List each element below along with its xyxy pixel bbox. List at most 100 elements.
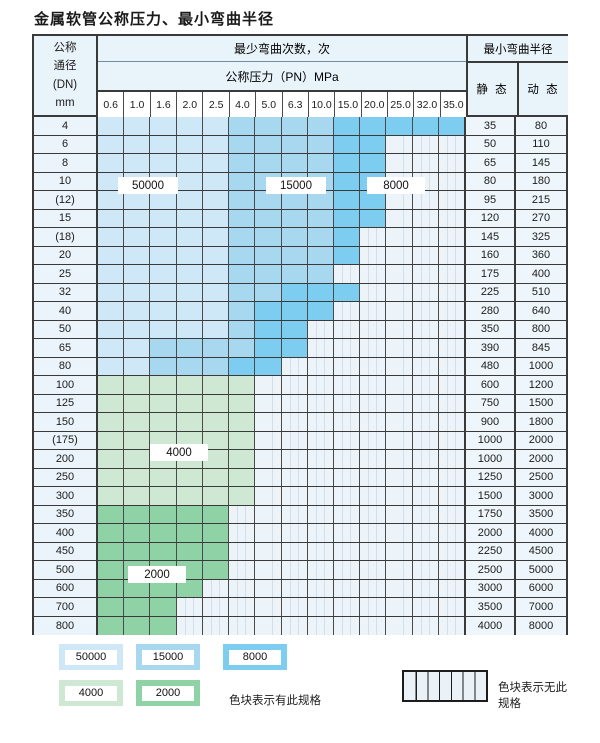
cell-spec-50000 xyxy=(150,191,177,209)
cell-spec-4000 xyxy=(229,413,256,431)
row-dn-value: 6 xyxy=(34,135,98,153)
cell-spec-4000 xyxy=(98,450,125,468)
cell-spec-2000 xyxy=(98,598,125,616)
cell-spec-15000 xyxy=(255,228,282,246)
cell-no-spec xyxy=(438,431,465,449)
legend-no-spec-swatch xyxy=(402,670,488,702)
cell-spec-15000 xyxy=(281,228,308,246)
row-pressure-cells xyxy=(98,357,466,375)
cell-spec-4000 xyxy=(202,450,230,468)
cell-spec-50000 xyxy=(202,191,230,209)
row-radius-static: 35 xyxy=(466,117,516,135)
cell-spec-50000 xyxy=(150,302,177,320)
cell-spec-50000 xyxy=(202,320,230,338)
cell-no-spec xyxy=(386,154,413,172)
cell-spec-50000 xyxy=(176,135,203,153)
cell-spec-50000 xyxy=(98,191,125,209)
cell-no-spec xyxy=(307,616,334,635)
row-pressure-cells xyxy=(98,413,466,431)
cell-spec-2000 xyxy=(98,616,125,635)
cell-spec-4000 xyxy=(202,376,230,394)
cell-spec-50000 xyxy=(98,154,125,172)
row-radius-dynamic: 215 xyxy=(516,191,566,209)
row-radius-dynamic: 6000 xyxy=(516,579,566,597)
cell-spec-8000 xyxy=(360,209,387,227)
cell-spec-2000 xyxy=(98,505,125,523)
cell-no-spec xyxy=(412,228,439,246)
cell-spec-2000 xyxy=(150,524,177,542)
cell-spec-4000 xyxy=(229,487,256,505)
cell-no-spec xyxy=(281,431,308,449)
cell-spec-4000 xyxy=(229,376,256,394)
cell-no-spec xyxy=(333,616,361,635)
cell-no-spec xyxy=(360,246,387,264)
cell-no-spec xyxy=(412,376,439,394)
cell-spec-50000 xyxy=(202,283,230,301)
row-pressure-cells xyxy=(98,154,466,172)
cell-no-spec xyxy=(386,616,413,635)
row-pressure-cells xyxy=(98,505,466,523)
cell-no-spec xyxy=(360,357,387,375)
row-radius-dynamic: 8000 xyxy=(516,616,566,635)
row-radius-static: 1000 xyxy=(466,450,516,468)
cell-no-spec xyxy=(412,357,439,375)
cell-no-spec xyxy=(412,246,439,264)
cell-no-spec xyxy=(438,172,465,190)
cell-no-spec xyxy=(333,598,361,616)
cell-no-spec xyxy=(412,413,439,431)
cell-spec-8000 xyxy=(333,228,361,246)
cell-spec-4000 xyxy=(98,413,125,431)
cell-no-spec xyxy=(412,135,439,153)
cell-spec-8000 xyxy=(333,172,361,190)
row-pressure-cells xyxy=(98,302,466,320)
cell-spec-2000 xyxy=(124,598,151,616)
row-radius-static: 160 xyxy=(466,246,516,264)
cell-spec-4000 xyxy=(202,431,230,449)
cell-no-spec xyxy=(360,228,387,246)
cell-no-spec xyxy=(386,339,413,357)
header-dn-line-0: 公称 xyxy=(53,42,77,55)
cell-no-spec xyxy=(333,505,361,523)
cell-spec-15000 xyxy=(150,339,177,357)
cell-spec-2000 xyxy=(98,542,125,560)
cell-no-spec xyxy=(412,542,439,560)
cell-no-spec xyxy=(307,579,334,597)
spec-table: 公称 通径 (DN) mm 最少弯曲次数，次 公称压力（PN）MPa 0.6 1.… xyxy=(32,34,568,635)
cell-spec-15000 xyxy=(307,154,334,172)
cell-spec-50000 xyxy=(98,320,125,338)
row-radius-dynamic: 360 xyxy=(516,246,566,264)
cell-no-spec xyxy=(360,616,387,635)
cell-spec-2000 xyxy=(176,505,203,523)
cell-spec-2000 xyxy=(150,505,177,523)
cell-no-spec xyxy=(438,598,465,616)
cell-spec-15000 xyxy=(229,283,256,301)
cell-spec-50000 xyxy=(124,154,151,172)
row-dn-value: 32 xyxy=(34,283,98,301)
cell-no-spec xyxy=(438,542,465,560)
cell-spec-50000 xyxy=(176,320,203,338)
cell-spec-50000 xyxy=(150,135,177,153)
row-radius-static: 2250 xyxy=(466,542,516,560)
cell-no-spec xyxy=(255,487,282,505)
table-row: 32 225 510 xyxy=(34,283,566,302)
cell-spec-50000 xyxy=(98,339,125,357)
cell-no-spec xyxy=(360,320,387,338)
row-radius-static: 145 xyxy=(466,228,516,246)
cell-spec-50000 xyxy=(124,302,151,320)
cell-spec-4000 xyxy=(176,376,203,394)
cell-spec-15000 xyxy=(255,117,282,135)
legend-swatch-4000: 4000 xyxy=(59,680,123,706)
table-row: 6 50 110 xyxy=(34,135,566,154)
cell-spec-8000 xyxy=(281,283,308,301)
table-row: 500 2500 5000 xyxy=(34,561,566,580)
cell-no-spec xyxy=(412,487,439,505)
header-pressure-columns: 0.6 1.0 1.6 2.0 2.5 4.0 5.0 6.3 10.0 15.0 20.0 25.0… xyxy=(98,92,467,118)
cell-spec-15000 xyxy=(281,191,308,209)
cell-no-spec xyxy=(281,357,308,375)
cell-no-spec xyxy=(333,413,361,431)
cell-spec-50000 xyxy=(98,302,125,320)
row-pressure-cells xyxy=(98,542,466,560)
row-radius-dynamic: 1800 xyxy=(516,413,566,431)
cell-no-spec xyxy=(412,616,439,635)
cell-no-spec xyxy=(307,376,334,394)
